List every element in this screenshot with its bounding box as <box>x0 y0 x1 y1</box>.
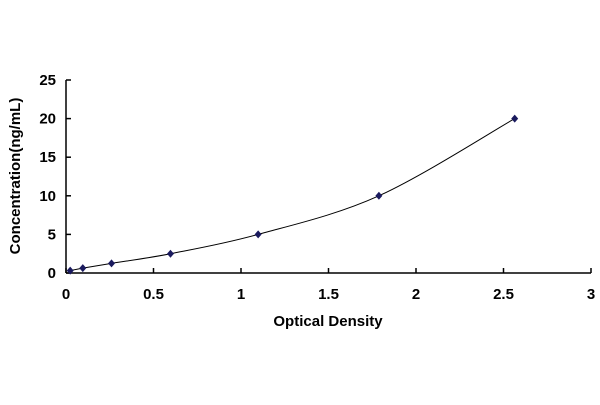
data-points <box>66 114 519 275</box>
x-tick-label: 2 <box>412 286 420 303</box>
data-point-marker <box>511 114 519 123</box>
y-tick-label: 15 <box>39 149 56 166</box>
y-axis-label: Concentration(ng/mL) <box>7 98 24 255</box>
data-point-marker <box>166 249 174 258</box>
data-point-marker <box>108 259 115 268</box>
x-tick-label: 2.5 <box>493 286 514 303</box>
x-tick-label: 0.5 <box>143 286 164 303</box>
x-tick-label: 3 <box>587 286 595 303</box>
y-tick-label: 10 <box>39 188 56 205</box>
tick-labels: 0 0.5 1 1.5 2 2.5 3 0 5 10 15 20 25 <box>39 72 595 303</box>
data-point-marker <box>375 191 383 200</box>
data-point-marker <box>66 266 74 275</box>
y-tick-label: 0 <box>48 265 56 282</box>
y-tick-label: 5 <box>48 226 56 243</box>
x-tick-label: 1 <box>237 286 245 303</box>
data-point-marker <box>79 264 87 273</box>
y-tick-label: 25 <box>39 72 56 89</box>
x-axis-label: Optical Density <box>273 313 383 330</box>
y-tick-label: 20 <box>39 111 56 128</box>
x-tick-label: 0 <box>62 286 70 303</box>
axes <box>65 79 592 274</box>
x-tick-label: 1.5 <box>318 286 339 303</box>
data-point-marker <box>254 230 262 239</box>
fitted-curve <box>70 118 515 272</box>
